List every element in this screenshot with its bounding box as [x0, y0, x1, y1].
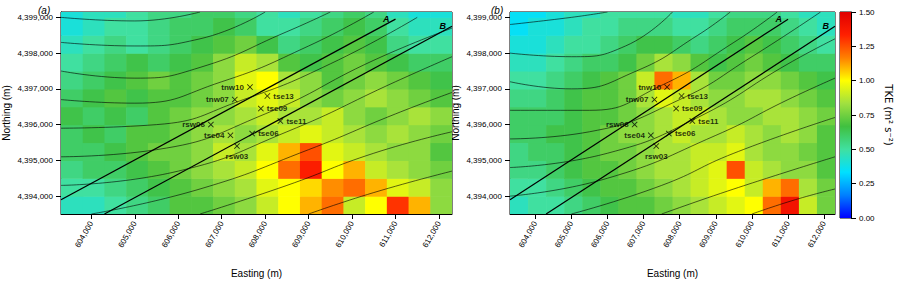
svg-text:tse04: tse04: [624, 131, 645, 140]
svg-text:609,000: 609,000: [697, 219, 720, 249]
svg-text:604,000: 604,000: [73, 219, 96, 249]
svg-text:rsw03: rsw03: [645, 152, 668, 161]
svg-text:612,000: 612,000: [421, 219, 444, 249]
svg-text:tnw10: tnw10: [221, 83, 244, 92]
svg-text:(b): (b): [491, 5, 503, 16]
svg-text:606,000: 606,000: [160, 219, 183, 249]
svg-text:606,000: 606,000: [589, 219, 612, 249]
svg-text:611,000: 611,000: [770, 219, 792, 248]
svg-text:A: A: [382, 14, 390, 24]
svg-text:607,000: 607,000: [625, 219, 648, 249]
svg-text:Easting (m): Easting (m): [231, 268, 282, 279]
svg-text:609,000: 609,000: [290, 219, 313, 249]
svg-text:607,000: 607,000: [203, 219, 226, 249]
svg-text:Northing (m): Northing (m): [449, 85, 461, 141]
svg-text:tse06: tse06: [258, 129, 279, 138]
svg-text:4,395,000: 4,395,000: [17, 156, 53, 165]
svg-text:4,394,000: 4,394,000: [466, 192, 502, 201]
svg-text:0.75: 0.75: [859, 111, 875, 120]
svg-text:tnw10: tnw10: [638, 82, 662, 92]
svg-text:Northing (m): Northing (m): [1, 85, 12, 141]
svg-text:(a): (a): [38, 5, 50, 16]
svg-text:B: B: [823, 21, 830, 31]
svg-text:608,000: 608,000: [247, 219, 270, 249]
svg-text:610,000: 610,000: [334, 219, 357, 249]
svg-text:4,399,000: 4,399,000: [17, 12, 53, 22]
svg-text:0.25: 0.25: [859, 179, 875, 188]
svg-text:604,000: 604,000: [517, 219, 540, 249]
svg-text:tse11: tse11: [286, 117, 307, 126]
svg-text:611,000: 611,000: [377, 219, 399, 248]
svg-text:610,000: 610,000: [734, 219, 757, 249]
svg-text:4,398,000: 4,398,000: [17, 49, 53, 58]
svg-text:1.00: 1.00: [859, 76, 875, 85]
svg-text:B: B: [440, 21, 447, 31]
svg-text:tnw07: tnw07: [625, 95, 649, 105]
svg-text:tse13: tse13: [688, 92, 709, 101]
svg-text:0.00: 0.00: [859, 214, 875, 223]
svg-text:tnw07: tnw07: [206, 95, 229, 104]
svg-text:1.50: 1.50: [859, 8, 875, 17]
svg-text:tse06: tse06: [675, 129, 696, 138]
svg-text:605,000: 605,000: [117, 219, 140, 249]
svg-text:0.50: 0.50: [859, 145, 875, 154]
svg-text:608,000: 608,000: [661, 219, 684, 249]
svg-text:tse13: tse13: [273, 92, 294, 101]
svg-text:rsw06: rsw06: [605, 120, 629, 130]
svg-text:4,397,000: 4,397,000: [17, 84, 53, 93]
svg-text:tse11: tse11: [698, 117, 719, 126]
svg-text:612,000: 612,000: [806, 219, 829, 249]
svg-text:4,398,000: 4,398,000: [466, 49, 502, 58]
svg-text:605,000: 605,000: [553, 219, 576, 249]
svg-text:rsw06: rsw06: [182, 120, 205, 130]
svg-text:Easting (m): Easting (m): [647, 268, 698, 279]
svg-text:tse09: tse09: [682, 104, 703, 113]
svg-text:TKE (m² s⁻²): TKE (m² s⁻²): [883, 83, 894, 145]
svg-text:4,396,000: 4,396,000: [17, 120, 53, 129]
svg-text:rsw03: rsw03: [225, 151, 249, 161]
svg-text:4,399,000: 4,399,000: [466, 12, 502, 22]
svg-text:4,394,000: 4,394,000: [17, 192, 53, 201]
svg-text:4,396,000: 4,396,000: [466, 120, 502, 129]
svg-text:tse09: tse09: [266, 104, 288, 113]
svg-text:tse04: tse04: [204, 130, 225, 140]
svg-text:1.25: 1.25: [859, 42, 875, 51]
svg-text:4,397,000: 4,397,000: [466, 84, 502, 93]
svg-text:A: A: [775, 14, 783, 24]
svg-text:4,395,000: 4,395,000: [466, 156, 502, 165]
